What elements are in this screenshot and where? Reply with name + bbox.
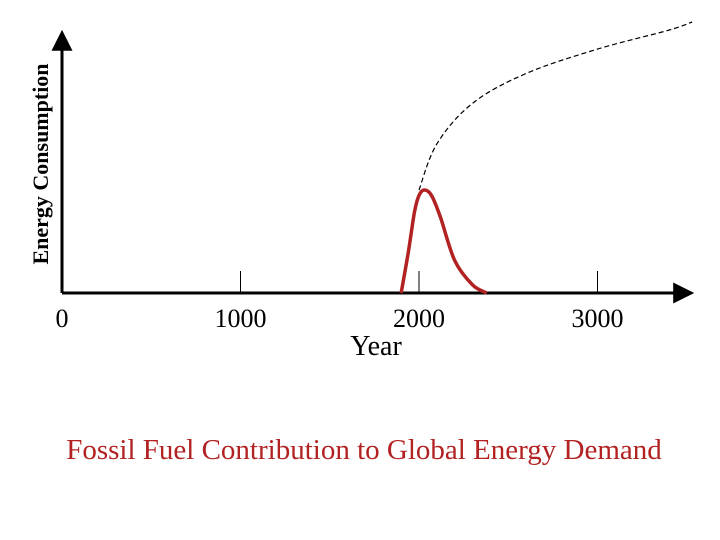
x-tick-label-1000: 1000 xyxy=(215,304,267,333)
y-axis-label: Energy Consumption xyxy=(28,63,53,264)
x-tick-label-2000: 2000 xyxy=(393,304,445,333)
chart-caption: Fossil Fuel Contribution to Global Energ… xyxy=(66,434,662,466)
x-axis-label: Year xyxy=(350,331,402,362)
x-ticks xyxy=(240,271,598,293)
x-tick-labels: 0 1000 2000 3000 xyxy=(56,304,624,333)
x-tick-label-3000: 3000 xyxy=(572,304,624,333)
series-fossil-fuel-line xyxy=(399,188,488,295)
x-tick-label-0: 0 xyxy=(56,304,69,333)
series-total-demand-line xyxy=(418,21,693,191)
